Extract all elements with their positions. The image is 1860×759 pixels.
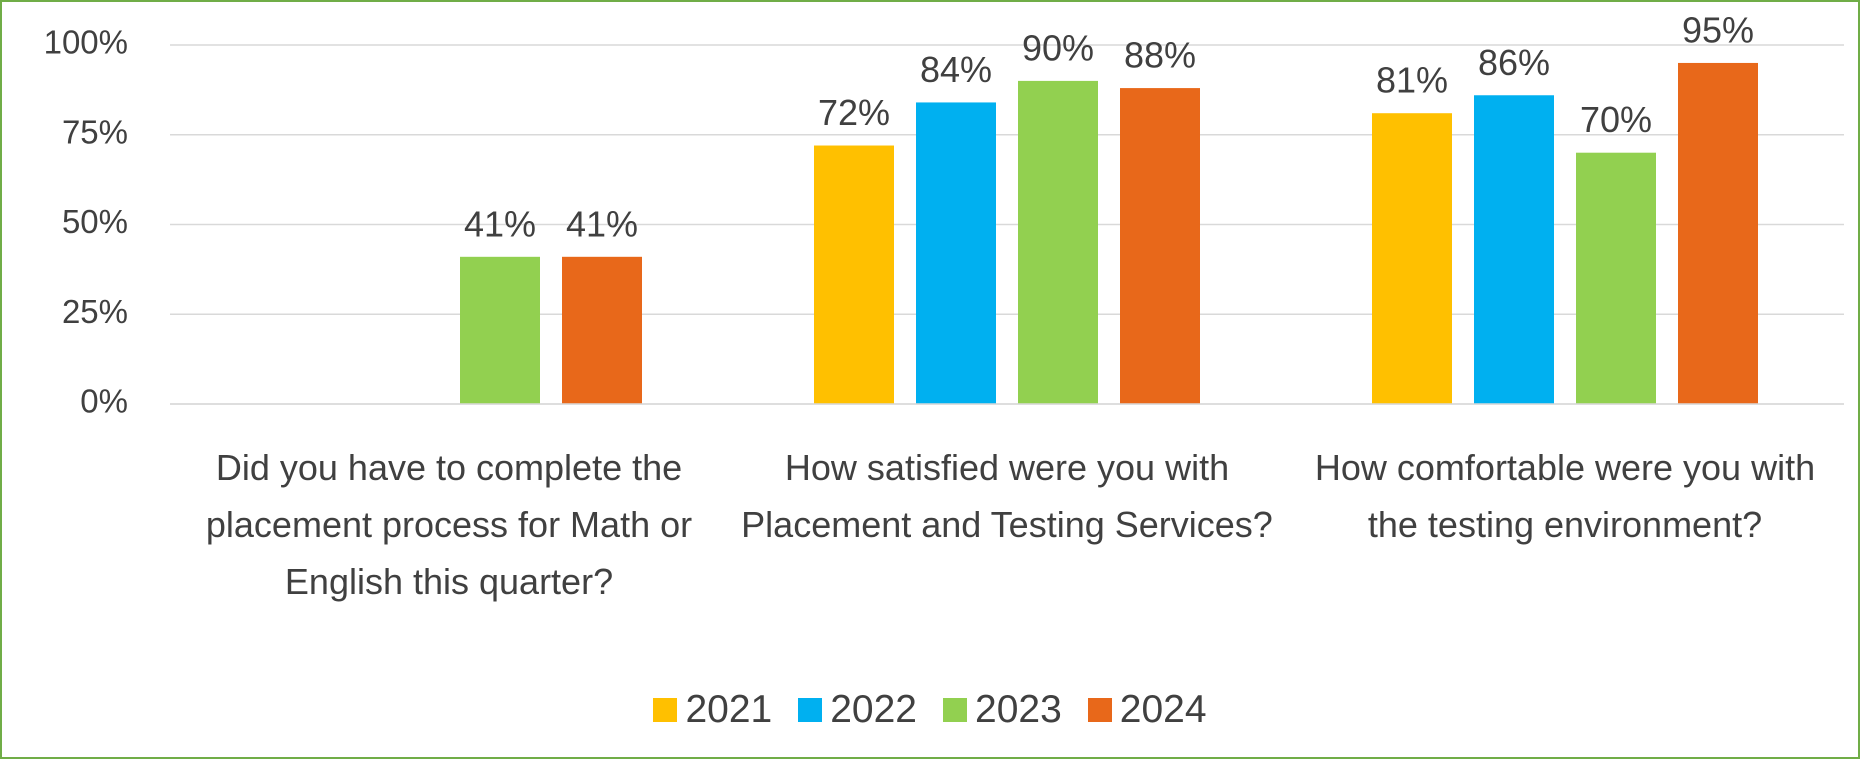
x-tick-label: How satisfied were you with Placement an… xyxy=(741,447,1273,545)
value-label: 70% xyxy=(1580,99,1652,140)
legend-swatch xyxy=(798,698,823,722)
legend: 2021 2022 2023 2024 xyxy=(2,688,1858,732)
legend-item: 2022 xyxy=(798,688,917,732)
y-tick-label: 25% xyxy=(62,293,128,330)
bar xyxy=(460,256,540,404)
x-tick-label: Did you have to complete the placement p… xyxy=(205,447,693,602)
y-tick-label: 50% xyxy=(62,203,128,240)
legend-label: 2021 xyxy=(685,688,773,731)
bar xyxy=(1678,62,1758,404)
y-tick-label: 0% xyxy=(80,383,128,420)
y-tick-label: 100% xyxy=(44,24,128,61)
bar xyxy=(916,102,996,404)
bar xyxy=(1372,113,1452,405)
bar xyxy=(814,145,894,404)
legend-swatch xyxy=(943,698,967,722)
value-label: 90% xyxy=(1022,27,1094,68)
bar xyxy=(562,256,642,404)
bar xyxy=(1120,88,1200,404)
legend-item: 2021 xyxy=(653,688,772,732)
legend-label: 2024 xyxy=(1119,688,1207,731)
legend-label: 2022 xyxy=(830,688,917,731)
value-label: 41% xyxy=(566,203,638,244)
value-label: 86% xyxy=(1478,42,1550,83)
bar xyxy=(1474,95,1554,404)
value-label: 72% xyxy=(818,92,890,133)
value-label: 84% xyxy=(920,49,992,90)
x-tick-label: How comfortable were you with the testin… xyxy=(1314,447,1816,545)
legend-swatch xyxy=(653,698,678,722)
value-label: 81% xyxy=(1376,60,1448,101)
value-label: 88% xyxy=(1124,35,1196,76)
legend-item: 2023 xyxy=(943,688,1062,732)
value-label: 95% xyxy=(1682,9,1754,50)
legend-swatch xyxy=(1087,698,1112,722)
bar xyxy=(1576,152,1656,404)
y-tick-label: 75% xyxy=(62,113,128,150)
legend-label: 2023 xyxy=(975,688,1062,731)
value-label: 41% xyxy=(464,203,536,244)
legend-item: 2024 xyxy=(1087,688,1207,732)
bar xyxy=(1018,80,1098,405)
